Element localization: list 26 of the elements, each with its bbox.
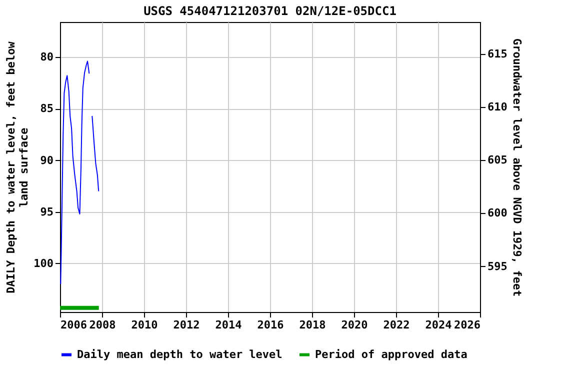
x-tick-label: 2014	[215, 318, 242, 332]
x-tick-label: 2010	[131, 318, 158, 332]
y2-axis-title: Groundwater level above NGVD 1929, feet	[510, 38, 524, 297]
y-tick-label: 80	[40, 50, 54, 64]
y2-tick-label: 605	[488, 154, 508, 167]
y2-tick-label: 610	[488, 100, 508, 114]
y-tick-label: 90	[40, 154, 54, 167]
y2-tick-label: 600	[488, 206, 508, 220]
x-tick-label: 2006	[60, 318, 88, 332]
x-tick-label: 2020	[341, 318, 368, 332]
legend-label: Period of approved data	[315, 348, 468, 361]
x-tick-label: 2008	[89, 318, 116, 332]
chart-title: USGS 454047121203701 02N/12E-05DCC1	[144, 4, 396, 18]
legend-label: Daily mean depth to water level	[77, 348, 282, 361]
x-tick-label: 2026	[454, 318, 481, 332]
y-tick-label: 95	[40, 205, 54, 218]
x-tick-label: 2012	[173, 318, 200, 332]
x-tick-label: 2022	[383, 318, 410, 332]
y2-tick-label: 595	[488, 260, 508, 273]
y-tick-label: 85	[40, 102, 54, 116]
x-tick-label: 2024	[425, 318, 452, 332]
y-axis-title: DAILY Depth to water level, feet below land surface	[4, 41, 31, 294]
y-tick-label: 100	[34, 256, 54, 270]
x-tick-label: 2018	[299, 318, 326, 332]
x-tick-label: 2016	[257, 318, 284, 332]
y2-tick-label: 615	[488, 47, 508, 60]
